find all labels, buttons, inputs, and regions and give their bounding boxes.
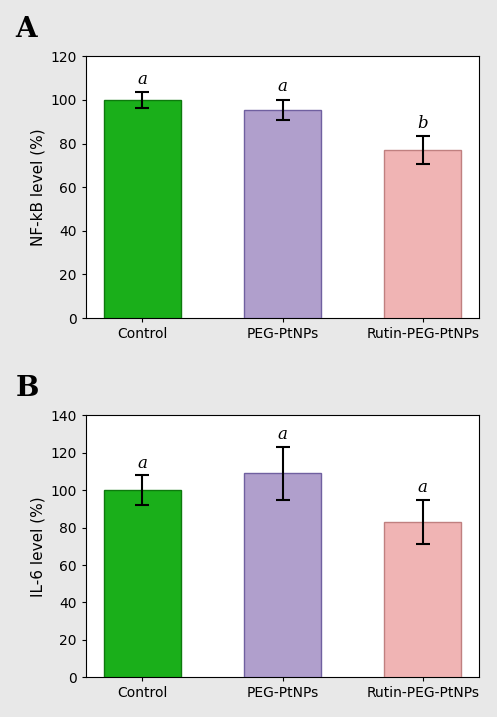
Text: a: a xyxy=(278,78,287,95)
Bar xyxy=(104,490,181,678)
Y-axis label: NF-kB level (%): NF-kB level (%) xyxy=(30,128,45,246)
Bar xyxy=(244,473,321,678)
Text: a: a xyxy=(138,71,147,88)
Text: A: A xyxy=(15,16,37,43)
Text: b: b xyxy=(417,115,428,131)
Bar xyxy=(244,110,321,318)
Text: a: a xyxy=(278,427,287,444)
Y-axis label: IL-6 level (%): IL-6 level (%) xyxy=(30,496,45,597)
Text: B: B xyxy=(15,375,39,402)
Text: a: a xyxy=(138,455,147,472)
Bar xyxy=(104,100,181,318)
Bar xyxy=(384,522,461,678)
Text: a: a xyxy=(418,479,427,496)
Bar xyxy=(384,150,461,318)
